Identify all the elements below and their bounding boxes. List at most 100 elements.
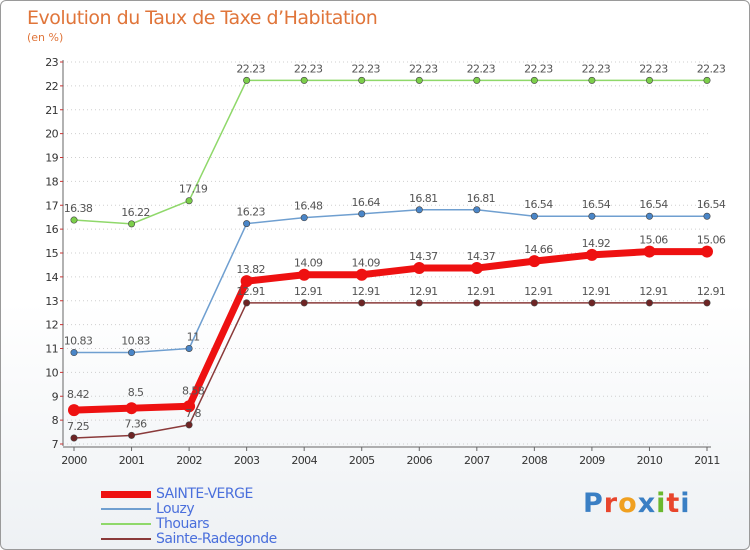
data-point-sainte-radegonde bbox=[473, 299, 481, 307]
y-tick-label: 13 bbox=[45, 295, 58, 308]
data-label-louzy: 16.23 bbox=[236, 206, 265, 219]
data-label-sainte-verge: 14.09 bbox=[351, 257, 380, 270]
data-point-thouars bbox=[530, 76, 538, 84]
data-label-louzy: 16.54 bbox=[524, 198, 553, 211]
data-label-sainte-verge: 13.82 bbox=[236, 263, 265, 276]
data-point-sainte-radegonde bbox=[530, 299, 538, 307]
data-label-thouars: 22.23 bbox=[294, 62, 323, 75]
legend-swatch bbox=[101, 538, 151, 540]
y-tick-label: 22 bbox=[45, 80, 58, 93]
data-label-sainte-verge: 14.09 bbox=[294, 257, 323, 270]
data-point-thouars bbox=[243, 76, 251, 84]
data-point-sainte-verge bbox=[528, 255, 541, 268]
series-line-louzy bbox=[73, 209, 708, 354]
data-point-louzy bbox=[300, 214, 308, 222]
proxiti-logo: Proxiti bbox=[583, 488, 691, 519]
y-tick-label: 23 bbox=[45, 56, 58, 69]
data-point-louzy bbox=[70, 349, 78, 357]
data-point-thouars bbox=[128, 220, 136, 228]
data-label-sainte-verge: 14.92 bbox=[582, 237, 611, 250]
data-point-sainte-verge bbox=[701, 245, 713, 258]
data-label-sainte-radegonde: 12.91 bbox=[236, 285, 265, 298]
data-point-louzy bbox=[185, 344, 193, 352]
y-tick-label: 17 bbox=[45, 199, 58, 212]
data-label-sainte-radegonde: 12.91 bbox=[582, 285, 611, 298]
y-tick-label: 21 bbox=[45, 104, 58, 117]
y-tick-label: 12 bbox=[45, 319, 58, 332]
y-tick-label: 7 bbox=[52, 438, 59, 451]
data-label-sainte-radegonde: 12.91 bbox=[467, 285, 496, 298]
legend-swatch bbox=[101, 523, 151, 525]
y-tick-label: 9 bbox=[52, 390, 59, 403]
legend-label: Louzy bbox=[156, 501, 195, 517]
data-label-thouars: 16.22 bbox=[121, 206, 150, 219]
data-point-sainte-radegonde bbox=[70, 434, 78, 442]
data-point-sainte-verge bbox=[298, 268, 311, 281]
data-point-sainte-radegonde bbox=[185, 421, 193, 429]
data-label-sainte-radegonde: 12.91 bbox=[294, 285, 323, 298]
data-point-sainte-verge bbox=[68, 404, 80, 417]
data-point-sainte-verge bbox=[355, 268, 368, 281]
data-label-louzy: 16.81 bbox=[409, 192, 438, 205]
y-tick-label: 8 bbox=[52, 414, 59, 427]
data-point-sainte-verge bbox=[125, 402, 138, 415]
data-point-sainte-radegonde bbox=[358, 299, 366, 307]
data-point-sainte-radegonde bbox=[243, 299, 251, 307]
data-point-sainte-verge bbox=[240, 275, 253, 288]
data-point-thouars bbox=[703, 76, 711, 84]
data-label-thouars: 22.23 bbox=[639, 62, 668, 75]
data-label-thouars: 22.23 bbox=[697, 62, 726, 75]
data-label-sainte-verge: 15.06 bbox=[697, 234, 726, 247]
data-label-thouars: 16.38 bbox=[64, 202, 93, 215]
data-label-sainte-radegonde: 7.8 bbox=[185, 407, 201, 420]
data-label-sainte-verge: 14.37 bbox=[467, 250, 496, 263]
x-tick-label: 2004 bbox=[291, 454, 317, 467]
data-label-louzy: 11 bbox=[187, 331, 200, 344]
x-tick-label: 2003 bbox=[234, 454, 260, 467]
data-label-sainte-radegonde: 7.36 bbox=[124, 417, 147, 430]
data-label-louzy: 16.54 bbox=[582, 198, 611, 211]
x-tick-label: 2001 bbox=[119, 454, 145, 467]
data-label-louzy: 16.64 bbox=[351, 196, 380, 209]
data-label-sainte-verge: 15.06 bbox=[639, 234, 668, 247]
data-label-louzy: 16.54 bbox=[697, 198, 726, 211]
x-tick-label: 2005 bbox=[349, 454, 375, 467]
data-label-thouars: 22.23 bbox=[351, 62, 380, 75]
y-tick-label: 18 bbox=[45, 175, 58, 188]
data-label-louzy: 16.48 bbox=[294, 200, 323, 213]
logo-letter: o bbox=[618, 488, 638, 519]
data-point-louzy bbox=[703, 212, 711, 220]
data-point-louzy bbox=[128, 349, 136, 357]
legend-swatch bbox=[101, 491, 151, 498]
data-point-sainte-radegonde bbox=[645, 299, 653, 307]
chart-title: Evolution du Taux de Taxe d’Habitation bbox=[27, 7, 378, 29]
data-point-thouars bbox=[588, 76, 596, 84]
data-point-louzy bbox=[645, 212, 653, 220]
series-line-sainte-radegonde bbox=[73, 302, 708, 439]
x-tick-label: 2011 bbox=[694, 454, 720, 467]
logo-letter: P bbox=[583, 488, 604, 519]
y-tick-label: 14 bbox=[45, 271, 58, 284]
x-tick-label: 2007 bbox=[464, 454, 490, 467]
data-point-sainte-radegonde bbox=[703, 299, 711, 307]
data-point-louzy bbox=[358, 210, 366, 218]
x-tick-label: 2008 bbox=[522, 454, 548, 467]
series-line-thouars bbox=[73, 79, 708, 225]
logo-letter: i bbox=[656, 488, 667, 519]
x-tick-label: 2002 bbox=[176, 454, 202, 467]
x-tick-label: 2006 bbox=[406, 454, 432, 467]
data-label-sainte-verge: 8.5 bbox=[128, 386, 144, 399]
data-label-thouars: 22.23 bbox=[582, 62, 611, 75]
y-tick-label: 11 bbox=[45, 343, 58, 356]
data-label-sainte-radegonde: 12.91 bbox=[639, 285, 668, 298]
data-label-thouars: 22.23 bbox=[236, 62, 265, 75]
data-label-thouars: 22.23 bbox=[524, 62, 553, 75]
y-tick-label: 16 bbox=[45, 223, 58, 236]
data-label-sainte-radegonde: 12.91 bbox=[524, 285, 553, 298]
data-point-thouars bbox=[70, 216, 78, 224]
data-label-louzy: 10.83 bbox=[121, 335, 150, 348]
data-point-sainte-verge bbox=[470, 262, 483, 275]
data-label-louzy: 10.83 bbox=[64, 335, 93, 348]
legend-label: SAINTE-VERGE bbox=[156, 486, 253, 502]
